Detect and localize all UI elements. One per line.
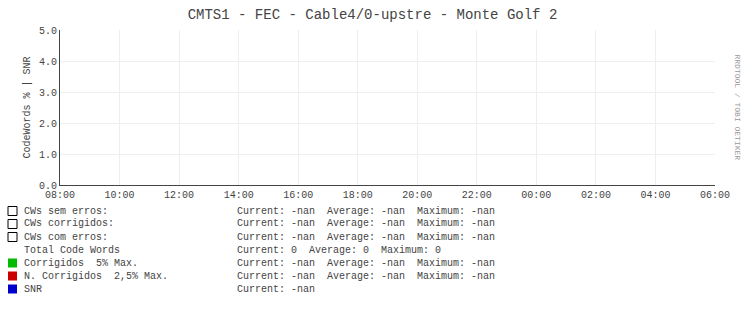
svg-text:CWs sem erros:: CWs sem erros:	[24, 206, 108, 217]
svg-text:22:00: 22:00	[462, 190, 492, 201]
svg-text:CWs corrigidos:: CWs corrigidos:	[24, 218, 114, 229]
svg-text:04:00: 04:00	[640, 190, 670, 201]
svg-text:06:00: 06:00	[700, 190, 730, 201]
svg-text:14:00: 14:00	[224, 190, 254, 201]
svg-text:N. Corrigidos 2,5% Max.: N. Corrigidos 2,5% Max.	[24, 271, 168, 282]
svg-text:RRDTOOL / TOBI OETIKER: RRDTOOL / TOBI OETIKER	[733, 55, 742, 161]
svg-text:4.0: 4.0	[39, 57, 57, 68]
svg-text:Current: -nan: Current: -nan	[237, 284, 315, 295]
svg-text:18:00: 18:00	[343, 190, 373, 201]
svg-text:16:00: 16:00	[283, 190, 313, 201]
svg-text:08:00: 08:00	[45, 190, 75, 201]
svg-text:10:00: 10:00	[105, 190, 135, 201]
svg-text:Current: 0 Average: 0 Maximu: Current: 0 Average: 0 Maximum: 0	[237, 245, 441, 256]
svg-text:Current: -nan Average: -nan: Current: -nan Average: -nan Maximum: -na…	[237, 232, 495, 243]
svg-text:Corrigidos 5% Max.: Corrigidos 5% Max.	[24, 258, 138, 269]
svg-text:12:00: 12:00	[164, 190, 194, 201]
svg-text:CWs com erros:: CWs com erros:	[24, 232, 108, 243]
svg-text:Current: -nan Average: -nan: Current: -nan Average: -nan Maximum: -na…	[237, 218, 495, 229]
svg-text:0.0: 0.0	[39, 181, 57, 192]
svg-text:3.0: 3.0	[39, 88, 57, 99]
svg-text:5.0: 5.0	[39, 26, 57, 37]
svg-text:SNR: SNR	[24, 284, 42, 295]
svg-text:Current: -nan Average: -nan: Current: -nan Average: -nan Maximum: -na…	[237, 206, 495, 217]
svg-text:2.0: 2.0	[39, 119, 57, 130]
svg-text:1.0: 1.0	[39, 150, 57, 161]
svg-text:02:00: 02:00	[581, 190, 611, 201]
svg-text:20:00: 20:00	[402, 190, 432, 201]
svg-text:Current: -nan Average: -nan: Current: -nan Average: -nan Maximum: -na…	[237, 258, 495, 269]
svg-text:Total Code Words: Total Code Words	[24, 245, 120, 256]
svg-text:Current: -nan Average: -nan: Current: -nan Average: -nan Maximum: -na…	[237, 271, 495, 282]
svg-text:CMTS1 - FEC - Cable4/0-upstre: CMTS1 - FEC - Cable4/0-upstre - Monte Go…	[188, 7, 558, 23]
svg-text:00:00: 00:00	[521, 190, 551, 201]
svg-text:CodeWords % | SNR: CodeWords % | SNR	[22, 56, 33, 158]
